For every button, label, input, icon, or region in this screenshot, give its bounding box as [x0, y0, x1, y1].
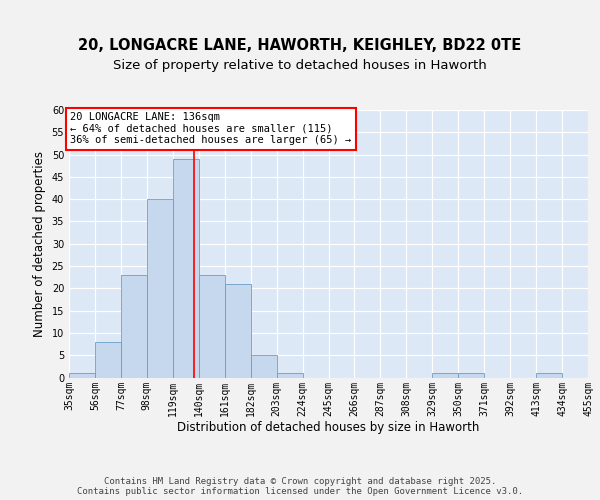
Bar [147, 199, 173, 378]
Bar [69, 373, 95, 378]
Bar [277, 373, 302, 378]
Bar [432, 373, 458, 378]
Text: Contains HM Land Registry data © Crown copyright and database right 2025.
Contai: Contains HM Land Registry data © Crown c… [77, 476, 523, 496]
Bar [121, 275, 147, 378]
Text: 20 LONGACRE LANE: 136sqm
← 64% of detached houses are smaller (115)
36% of semi-: 20 LONGACRE LANE: 136sqm ← 64% of detach… [70, 112, 352, 146]
Text: 20, LONGACRE LANE, HAWORTH, KEIGHLEY, BD22 0TE: 20, LONGACRE LANE, HAWORTH, KEIGHLEY, BD… [79, 38, 521, 52]
Text: Size of property relative to detached houses in Haworth: Size of property relative to detached ho… [113, 58, 487, 71]
Bar [536, 373, 562, 378]
Bar [225, 284, 251, 378]
X-axis label: Distribution of detached houses by size in Haworth: Distribution of detached houses by size … [178, 421, 479, 434]
Bar [251, 355, 277, 378]
Y-axis label: Number of detached properties: Number of detached properties [33, 151, 46, 337]
Bar [458, 373, 484, 378]
Bar [95, 342, 121, 378]
Bar [173, 159, 199, 378]
Bar [199, 275, 224, 378]
